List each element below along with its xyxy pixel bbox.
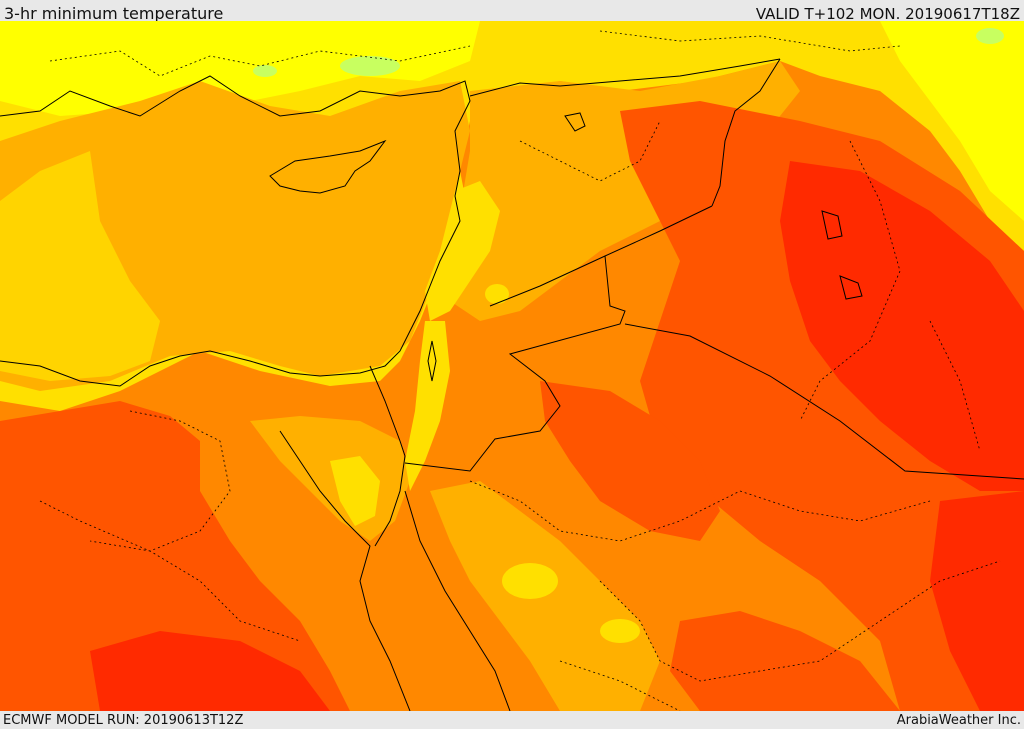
footer-bar: ECMWF MODEL RUN: 20190613T12Z ArabiaWeat… <box>0 711 1024 729</box>
border-jordan-saudi <box>404 255 626 472</box>
admin-boundary-saudi-2 <box>599 560 1001 682</box>
admin-boundary-turkey-east <box>599 30 901 52</box>
coastline-lake-assad <box>564 112 586 132</box>
field-saudi-yellow-patch-2 <box>600 619 640 643</box>
coastline-red-sea-east <box>404 490 511 711</box>
field-jordan-valley-yellow <box>405 321 450 491</box>
map-title: 3-hr minimum temperature <box>4 4 224 23</box>
credit-label: ArabiaWeather Inc. <box>896 713 1021 728</box>
border-saudi-iraq <box>624 323 1024 480</box>
coastline-cyprus <box>269 139 387 194</box>
field-saudi-yellow-patch <box>502 563 558 599</box>
coastline-dead-sea <box>427 340 437 382</box>
field-egypt-deep-orange <box>0 401 350 711</box>
border-syria-turkey <box>469 58 781 97</box>
field-mediterranean-yellow <box>0 151 160 381</box>
field-lebanon-yellow <box>425 181 500 321</box>
field-jordan-yellow-patch <box>485 284 509 304</box>
coastline-red-sea-west <box>279 430 411 711</box>
temperature-map-svg <box>0 21 1024 711</box>
field-central-deep-orange <box>540 381 720 541</box>
coastline-lake-habbaniyah <box>839 275 863 300</box>
field-north-pale-yellow <box>0 21 480 116</box>
coastlines <box>0 75 863 711</box>
admin-boundary-saudi-3 <box>559 660 681 711</box>
country-borders <box>369 58 1024 480</box>
admin-boundary-saudi <box>469 480 931 542</box>
field-south-deep-orange <box>670 611 900 711</box>
field-egypt-red-patch <box>90 631 330 711</box>
field-southeast-red <box>930 491 1024 711</box>
field-green-patch-2 <box>253 65 277 77</box>
admin-boundary-egypt-2 <box>39 500 301 642</box>
admin-boundary-iraq <box>799 140 901 422</box>
model-run-label: ECMWF MODEL RUN: 20190613T12Z <box>3 713 244 728</box>
coastline-levant <box>0 195 461 387</box>
border-syria-iraq <box>711 58 781 207</box>
admin-boundaries <box>39 30 1001 711</box>
valid-time-label: VALID T+102 MON. 20190617T18Z <box>755 5 1020 23</box>
admin-boundary-iraq-2 <box>929 320 981 452</box>
field-sinai-yellow <box>330 456 380 526</box>
border-egypt-israel <box>369 365 406 457</box>
coastline-lake-tharthar <box>821 210 843 240</box>
field-green-patch <box>340 56 400 76</box>
header-bar: 3-hr minimum temperature VALID T+102 MON… <box>0 0 1024 23</box>
coastline-gulf-aqaba <box>374 455 406 547</box>
temperature-map <box>0 21 1024 711</box>
coastline-turkey <box>0 75 471 197</box>
field-northeast-pale-yellow <box>880 21 1024 221</box>
field-green-patch-3 <box>976 28 1004 44</box>
field-iraq-red <box>780 161 1024 491</box>
admin-boundary-turkey <box>49 45 471 77</box>
